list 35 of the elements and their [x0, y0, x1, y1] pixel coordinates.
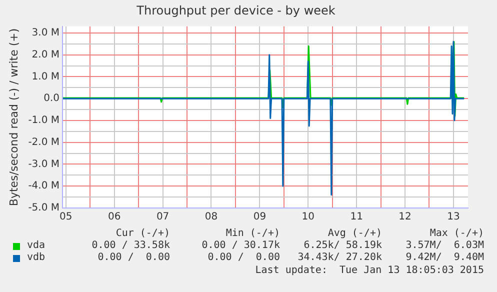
legend-label: vda	[27, 240, 46, 251]
text: Avg (-/+)	[328, 228, 382, 239]
text: 0.00 / 0.00	[208, 252, 280, 263]
x-tick-label: 13	[447, 212, 460, 223]
y-tick-label: 3.0 M	[32, 28, 60, 39]
x-tick-label: 07	[156, 212, 170, 223]
text: 0.00 / 33.58k	[92, 240, 170, 251]
x-tick-label: 10	[302, 212, 314, 223]
text: 0.00 / 30.17k	[202, 240, 280, 251]
text: Min (-/+)	[226, 228, 280, 239]
text: 0.00 / 0.00	[98, 252, 170, 263]
y-tick-label: 0.0	[44, 93, 60, 104]
y-tick-label: -5.0 M	[28, 202, 60, 214]
text: Last update: Tue Jan 13 18:05:03 2015	[255, 265, 484, 276]
x-tick-label: 12	[398, 212, 412, 223]
text: 9.42M/ 9.40M	[406, 252, 484, 263]
text: 34.43k/ 27.20k	[298, 252, 382, 263]
y-tick-label: 1.0 M	[32, 71, 60, 82]
x-tick-label: 05	[60, 212, 72, 223]
x-tick-label: 06	[108, 212, 121, 223]
x-tick-label: 11	[350, 212, 363, 223]
chart-title: Throughput per device - by week	[136, 3, 336, 18]
x-tick-label: 09	[253, 212, 266, 223]
y-tick-label: -1.0 M	[28, 115, 60, 126]
y-tick-label: -3.0 M	[28, 158, 60, 170]
x-tick-label: 08	[204, 212, 218, 223]
y-axis-title: Bytes/second read (-) / write (+)	[7, 28, 20, 206]
text: Cur (-/+)	[116, 228, 170, 239]
legend-label: vdb	[27, 252, 46, 263]
text: Max (-/+)	[430, 228, 484, 239]
y-tick-label: -4.0 M	[28, 180, 60, 192]
y-tick-label: -2.0 M	[28, 136, 60, 148]
y-tick-label: 2.0 M	[32, 49, 60, 60]
text: 6.25k/ 58.19k	[304, 240, 382, 251]
text: 3.57M/ 6.03M	[406, 240, 484, 251]
